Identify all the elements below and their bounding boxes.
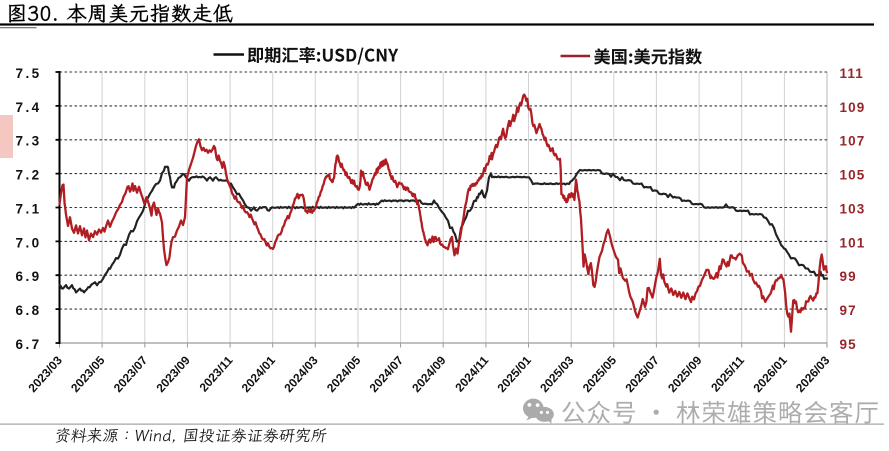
svg-text:99: 99 <box>840 269 857 284</box>
svg-text:7.1: 7.1 <box>16 201 42 216</box>
svg-text:107: 107 <box>840 134 866 149</box>
svg-text:6.8: 6.8 <box>16 303 42 318</box>
svg-text:105: 105 <box>840 168 866 183</box>
svg-text:7.0: 7.0 <box>16 235 42 250</box>
svg-text:6.7: 6.7 <box>16 337 42 352</box>
svg-text:109: 109 <box>840 100 866 115</box>
svg-text:6.9: 6.9 <box>16 269 42 284</box>
svg-text:7.2: 7.2 <box>16 168 42 183</box>
svg-text:95: 95 <box>840 337 857 352</box>
svg-text:7.3: 7.3 <box>16 134 42 149</box>
svg-text:97: 97 <box>840 303 857 318</box>
svg-text:7.4: 7.4 <box>16 100 42 115</box>
svg-text:103: 103 <box>840 201 866 216</box>
svg-text:111: 111 <box>840 66 864 81</box>
svg-text:7.5: 7.5 <box>16 66 42 81</box>
svg-text:101: 101 <box>840 235 866 250</box>
